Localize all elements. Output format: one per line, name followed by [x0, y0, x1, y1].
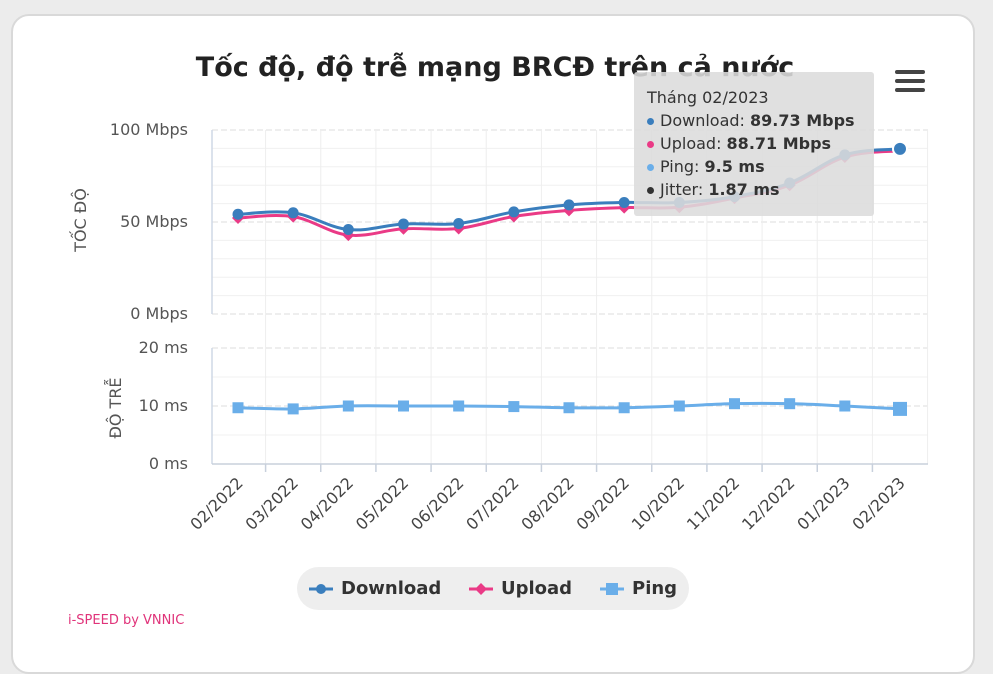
x-tick-label: 03/2022 [242, 473, 302, 533]
download-legend-icon [309, 583, 333, 594]
x-tick-label: 08/2022 [517, 473, 577, 533]
ping-point [839, 400, 851, 412]
tooltip: Tháng 02/2023 Download: 89.73 Mbps Uploa… [634, 72, 874, 216]
download-point [453, 217, 465, 229]
x-tick-label: 09/2022 [573, 473, 633, 533]
ping-point [618, 402, 630, 414]
tooltip-row-jitter: Jitter: 1.87 ms [647, 178, 874, 201]
x-tick-label: 11/2022 [683, 473, 743, 533]
upload-dot-icon [647, 141, 654, 148]
tooltip-value: 9.5 ms [704, 157, 765, 176]
ping-point [673, 400, 685, 412]
credit-text[interactable]: i-SPEED by VNNIC [68, 613, 185, 628]
upload-legend-icon [469, 582, 493, 595]
latency-tick-label: 20 ms [139, 338, 188, 357]
ping-point [784, 398, 796, 410]
ping-dot-icon [647, 164, 654, 171]
axes: TỐC ĐỘ ĐỘ TRỄ [69, 130, 928, 465]
x-tick-label: 06/2022 [407, 473, 467, 533]
ping-point [893, 401, 907, 416]
latency-tick-label: 0 ms [149, 454, 188, 473]
latency-axis-title: ĐỘ TRỄ [104, 377, 125, 438]
tooltip-header: Tháng 02/2023 [647, 88, 769, 107]
x-tick-label: 12/2022 [738, 473, 798, 533]
x-tick-label: 10/2022 [628, 473, 688, 533]
ping-point [232, 402, 244, 414]
tooltip-value: 88.71 Mbps [726, 134, 832, 153]
ping-point [729, 398, 740, 410]
ping-point [508, 401, 520, 413]
x-tick-label: 02/2023 [848, 473, 908, 533]
legend-label: Upload [501, 578, 573, 599]
latency-tick-label: 10 ms [139, 396, 188, 415]
speed-axis-title: TỐC ĐỘ [69, 188, 90, 253]
legend: Download Upload Ping [297, 567, 689, 610]
download-point [287, 207, 299, 219]
ping-point [342, 400, 354, 412]
legend-item-upload[interactable]: Upload [469, 567, 572, 610]
download-dot-icon [647, 118, 654, 125]
ping-legend-icon [600, 582, 624, 595]
legend-label: Download [341, 578, 442, 599]
x-tick-label: 04/2022 [297, 473, 357, 533]
ping-point [563, 402, 575, 414]
x-tick-label: 05/2022 [352, 473, 412, 533]
download-point [618, 196, 630, 208]
x-tick-label: 01/2023 [793, 473, 853, 533]
chart-plot: TỐC ĐỘ ĐỘ TRỄ 100 Mbps 50 Mbps 0 Mbps 20 ms… [69, 120, 929, 534]
jitter-dot-icon [647, 187, 654, 194]
legend-label: Ping [632, 578, 678, 599]
tooltip-value: 1.87 ms [708, 180, 780, 199]
tooltip-row-upload: Upload: 88.71 Mbps [647, 132, 874, 155]
download-point [342, 224, 354, 236]
tooltip-label: Download: [660, 111, 751, 130]
ping-point [287, 403, 299, 415]
tooltip-row-download: Download: 89.73 Mbps [647, 109, 874, 132]
tooltip-label: Upload: [660, 134, 727, 153]
tooltip-value: 89.73 Mbps [750, 111, 855, 130]
tooltip-row-ping: Ping: 9.5 ms [647, 155, 874, 178]
download-point [398, 218, 409, 230]
legend-item-download[interactable]: Download [309, 567, 441, 610]
ping-point [398, 400, 409, 412]
download-point [508, 206, 520, 218]
x-tick-label: 07/2022 [462, 473, 522, 533]
speed-tick-label: 50 Mbps [120, 212, 188, 231]
download-point [892, 140, 908, 157]
speed-tick-label: 100 Mbps [110, 120, 188, 139]
download-point [563, 199, 575, 211]
tooltip-label: Jitter: [660, 180, 709, 199]
ping-point [453, 400, 465, 412]
speed-tick-label: 0 Mbps [130, 304, 188, 323]
tooltip-label: Ping: [660, 157, 705, 176]
x-tick-label: 02/2022 [186, 473, 246, 533]
download-point [232, 208, 244, 220]
chart-menu-icon[interactable] [895, 70, 925, 96]
legend-item-ping[interactable]: Ping [600, 567, 677, 610]
